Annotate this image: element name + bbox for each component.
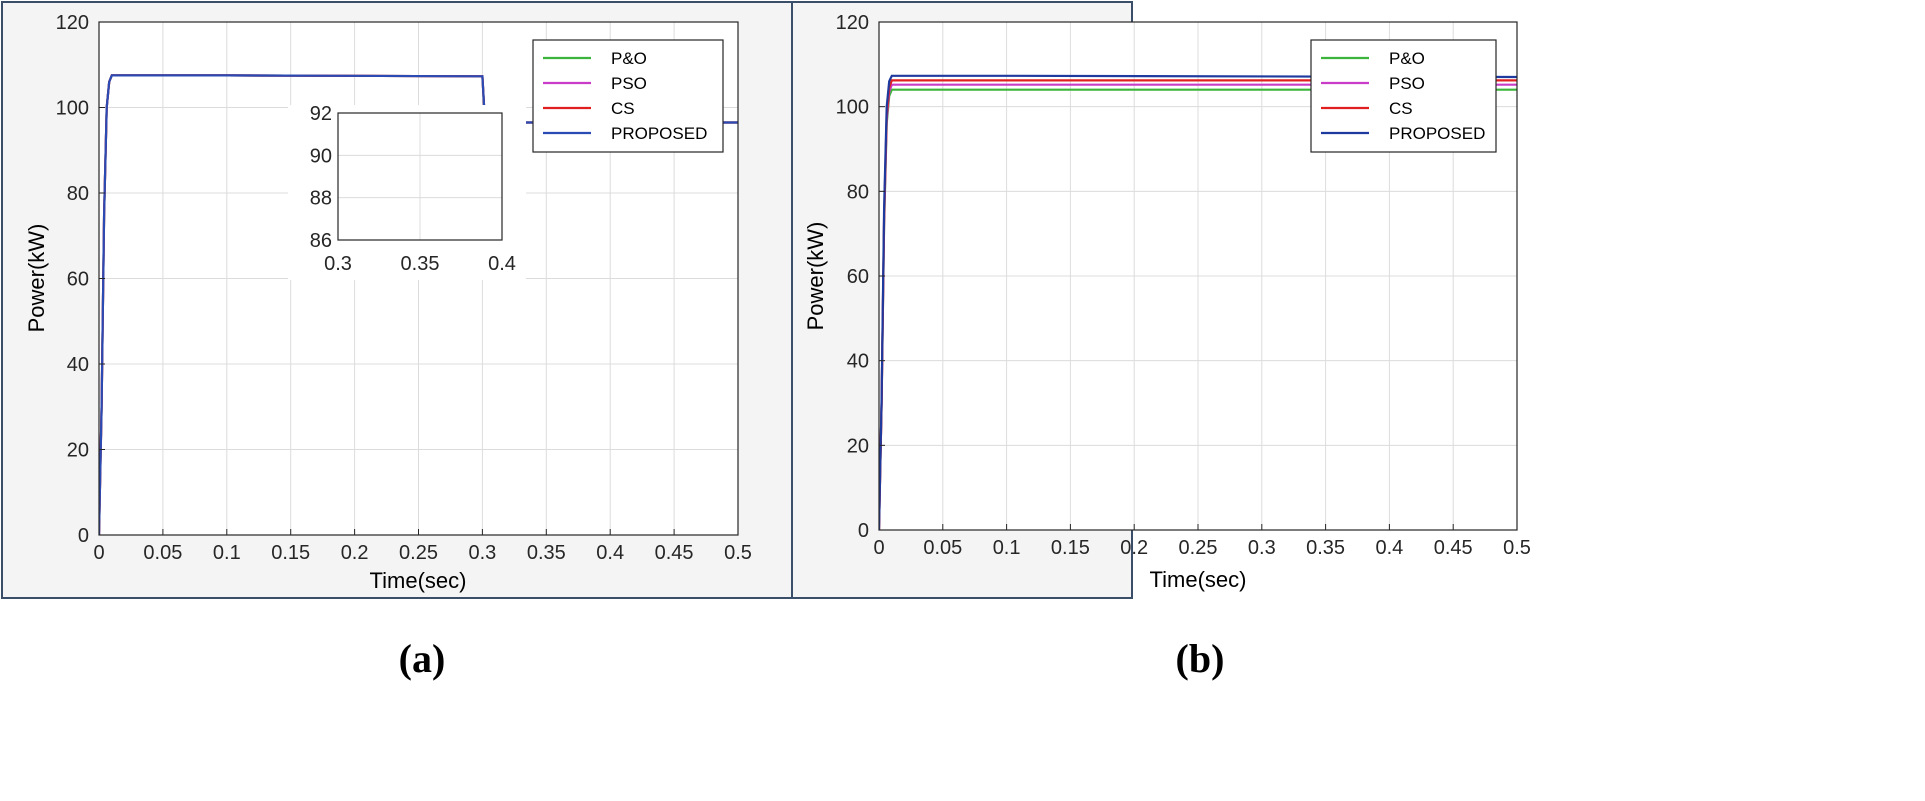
x-tick-label: 0.2 (1120, 537, 1148, 559)
legend-entry: CS (1389, 99, 1413, 118)
x-tick-label: 0.05 (143, 542, 182, 564)
x-tick-label: 0.1 (213, 542, 241, 564)
y-tick-label: 40 (847, 351, 869, 373)
panel-label: (b) (1176, 636, 1225, 681)
x-tick-label: 0.4 (596, 542, 624, 564)
x-tick-label: 0.1 (993, 537, 1021, 559)
x-tick-label: 0.15 (1051, 537, 1090, 559)
x-tick-label: 0.35 (527, 542, 566, 564)
y-tick-label: 100 (56, 98, 89, 120)
y-tick-label: 120 (836, 12, 869, 34)
x-tick-label: 0.3 (1248, 537, 1276, 559)
x-tick-label: 0.05 (923, 537, 962, 559)
y-tick-label: 60 (67, 269, 89, 291)
x-axis-label: Time(sec) (1150, 567, 1247, 592)
inset-x-tick-label: 0.3 (324, 253, 352, 275)
legend-entry: PROPOSED (611, 124, 707, 143)
series-line-proposed (879, 74, 1517, 530)
y-tick-label: 100 (836, 97, 869, 119)
y-tick-label: 0 (858, 520, 869, 542)
chart-panel-b: 0 0.05 0.1 0.15 0.2 0.25 0.3 0.35 0.4 0.45 0.5 0 20 4… (791, 1, 1531, 681)
inset-y-tick-label: 88 (310, 188, 332, 210)
y-tick-label: 20 (847, 435, 869, 457)
x-tick-label: 0.35 (1306, 537, 1345, 559)
x-tick-label: 0.45 (655, 542, 694, 564)
legend: P&O PSO CS PROPOSED (1310, 39, 1497, 153)
y-tick-label: 80 (847, 181, 869, 203)
series-line-proposed (99, 74, 738, 535)
y-axis-label: Power(kW) (803, 222, 828, 331)
x-tick-label: 0 (873, 537, 884, 559)
inset-axes: 0.3 0.35 0.4 86 88 90 92 (288, 103, 526, 280)
legend-entry: P&O (611, 49, 647, 68)
x-tick-label: 0.25 (1179, 537, 1218, 559)
y-tick-label: 120 (56, 12, 89, 34)
y-tick-label: 40 (67, 354, 89, 376)
x-tick-label: 0.45 (1434, 537, 1473, 559)
y-tick-label: 80 (67, 183, 89, 205)
x-tick-label: 0.2 (341, 542, 369, 564)
x-tick-label: 0.25 (399, 542, 438, 564)
inset-y-tick-label: 86 (310, 230, 332, 252)
x-tick-label: 0.4 (1375, 537, 1403, 559)
legend-entry: PSO (1389, 74, 1425, 93)
panel-label: (a) (399, 636, 446, 681)
inset-y-tick-label: 92 (310, 103, 332, 125)
y-tick-label: 0 (78, 525, 89, 547)
x-tick-label: 0 (93, 542, 104, 564)
x-tick-label: 0.5 (724, 542, 752, 564)
inset-x-tick-label: 0.35 (401, 253, 440, 275)
y-tick-label: 20 (67, 440, 89, 462)
legend-entry: PROPOSED (1389, 124, 1485, 143)
legend-entry: CS (611, 99, 635, 118)
legend-entry: P&O (1389, 49, 1425, 68)
legend-entry: PSO (611, 74, 647, 93)
x-tick-label: 0.3 (468, 542, 496, 564)
x-axis-label: Time(sec) (370, 568, 467, 593)
inset-x-tick-label: 0.4 (488, 253, 516, 275)
x-tick-label: 0.5 (1503, 537, 1531, 559)
inset-axes-box (337, 112, 503, 241)
inset-y-tick-label: 90 (310, 145, 332, 167)
y-tick-label: 60 (847, 266, 869, 288)
x-tick-label: 0.15 (271, 542, 310, 564)
legend: P&O PSO CS PROPOSED (532, 39, 724, 153)
y-axis-label: Power(kW) (24, 224, 49, 333)
